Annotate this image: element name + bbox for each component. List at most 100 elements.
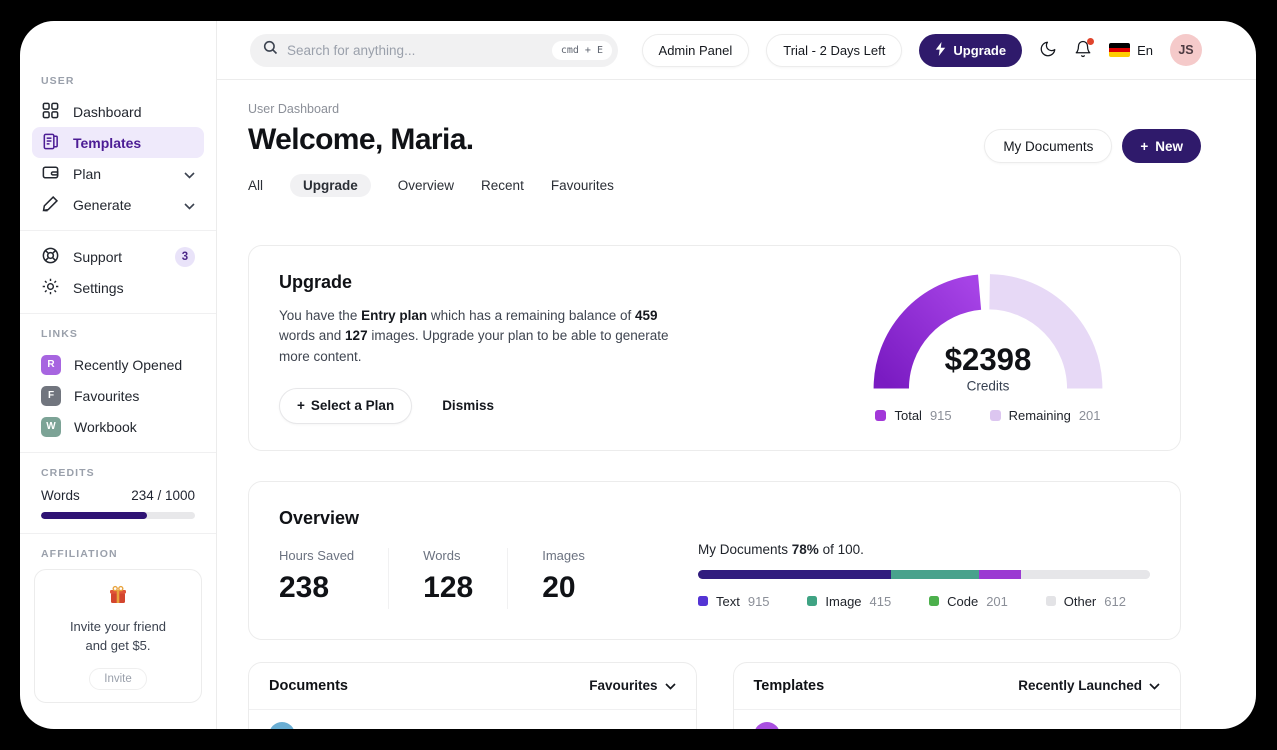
tab-recent[interactable]: Recent xyxy=(481,178,524,193)
tab-all[interactable]: All xyxy=(248,178,264,193)
gauge-label: Credits xyxy=(967,379,1010,394)
gauge-segment-remaining xyxy=(988,274,1103,390)
templates-card: Templates Recently Launched Blog Post Ti… xyxy=(732,661,1181,729)
template-location: in Workbook xyxy=(1088,727,1160,729)
upgrade-button[interactable]: Upgrade xyxy=(919,33,1023,67)
sidebar-item-label: Recently Opened xyxy=(74,356,183,373)
tab-overview[interactable]: Overview xyxy=(397,178,455,193)
link-initial-badge: W xyxy=(41,416,61,437)
bar-segment-text xyxy=(698,569,891,579)
chevron-down-icon xyxy=(184,166,195,182)
sidebar-link-workbook[interactable]: W Workbook xyxy=(32,411,204,442)
pencil-icon xyxy=(41,194,60,216)
keyboard-shortcut-chip: cmd + E xyxy=(551,40,612,60)
sidebar-item-label: Settings xyxy=(73,279,124,296)
user-avatar[interactable]: JS xyxy=(1170,34,1202,66)
sidebar-item-label: Generate xyxy=(73,196,132,213)
sidebar-section-user: USER xyxy=(41,75,75,87)
grid-icon xyxy=(41,101,60,123)
tab-upgrade[interactable]: Upgrade xyxy=(290,174,371,197)
legend-item-code: Code 201 xyxy=(929,594,1008,609)
legend-item-remaining: Remaining 201 xyxy=(989,408,1101,423)
sidebar-item-label: Support xyxy=(73,248,123,265)
wallet-icon xyxy=(41,163,60,185)
document-location: in Workbook xyxy=(603,727,675,729)
documents-filter-dropdown[interactable]: Favourites xyxy=(589,678,676,693)
stat-words: Words 128 xyxy=(423,547,509,609)
credits-gauge-svg: $2398 Credits xyxy=(873,274,1103,394)
sidebar-item-generate[interactable]: Generate xyxy=(32,189,204,220)
sidebar: USER Dashboard Templates Plan Generate S… xyxy=(20,21,217,729)
documents-card-title: Documents xyxy=(269,677,348,694)
app-window: USER Dashboard Templates Plan Generate S… xyxy=(20,21,1256,729)
stat-hours-saved: Hours Saved 238 xyxy=(279,547,390,609)
my-documents-button[interactable]: My Documents xyxy=(984,129,1113,163)
gift-icon xyxy=(107,585,129,610)
overview-card-title: Overview xyxy=(279,507,360,528)
documents-progress-bar xyxy=(698,569,1150,579)
lifebuoy-icon xyxy=(41,246,60,268)
sidebar-item-dashboard[interactable]: Dashboard xyxy=(32,96,204,127)
template-avatar xyxy=(753,721,780,729)
new-button-label: New xyxy=(1155,138,1183,154)
sidebar-divider xyxy=(20,452,216,453)
topbar: cmd + E Admin Panel Trial - 2 Days Left … xyxy=(217,21,1256,80)
sidebar-section-links: LINKS xyxy=(41,328,78,340)
legend-item-other: Other 612 xyxy=(1045,594,1126,609)
legend-swatch xyxy=(875,410,887,421)
notifications-button[interactable] xyxy=(1074,37,1095,61)
plus-icon: + xyxy=(297,398,305,414)
template-title: Blog Post Title xyxy=(793,727,891,729)
templates-filter-dropdown[interactable]: Recently Launched xyxy=(1018,678,1160,693)
sidebar-link-recently-opened[interactable]: R Recently Opened xyxy=(32,349,204,380)
search-input[interactable] xyxy=(287,42,543,58)
divider xyxy=(249,708,696,710)
sidebar-section-credits: CREDITS xyxy=(41,467,95,479)
sidebar-item-plan[interactable]: Plan xyxy=(32,158,204,189)
language-selector[interactable]: En xyxy=(1109,43,1153,58)
document-title: Untitled Document xyxy=(308,727,432,729)
document-list-item[interactable]: Untitled Document in Workbook xyxy=(249,710,696,729)
progress-caption: My Documents 78% of 100. xyxy=(698,541,864,557)
affiliation-text-line1: Invite your friend xyxy=(69,619,167,634)
sidebar-item-settings[interactable]: Settings xyxy=(32,272,204,303)
upgrade-card: Upgrade You have the Entry plan which ha… xyxy=(248,245,1181,451)
notification-dot xyxy=(1087,37,1095,45)
legend-item-total: Total 915 xyxy=(875,408,952,423)
search-icon xyxy=(263,40,278,60)
gear-icon xyxy=(41,277,60,299)
trial-status-button[interactable]: Trial - 2 Days Left xyxy=(766,33,903,67)
sidebar-link-favourites[interactable]: F Favourites xyxy=(32,380,204,411)
sidebar-item-label: Templates xyxy=(73,134,142,151)
select-plan-button[interactable]: + Select a Plan xyxy=(279,387,413,424)
tabs: All Upgrade Overview Recent Favourites xyxy=(248,174,614,197)
credits-gauge: $2398 Credits Total 915 Remaining 201 xyxy=(854,272,1122,424)
words-progress-fill xyxy=(41,512,148,519)
legend-swatch xyxy=(807,596,818,607)
gauge-legend: Total 915 Remaining 201 xyxy=(875,408,1101,423)
plus-icon: + xyxy=(1140,138,1149,154)
upgrade-card-body: You have the Entry plan which has a rema… xyxy=(279,308,669,364)
sidebar-divider xyxy=(20,230,216,231)
documents-progress: My Documents 78% of 100. Text 915 Image xyxy=(698,542,1150,609)
legend-swatch xyxy=(1045,596,1056,607)
invite-button[interactable]: Invite xyxy=(89,667,147,690)
legend-item-image: Image 415 xyxy=(807,594,891,609)
sidebar-item-support[interactable]: Support 3 xyxy=(32,241,204,272)
dismiss-button[interactable]: Dismiss xyxy=(442,398,494,414)
dark-mode-toggle[interactable] xyxy=(1039,40,1057,61)
germany-flag-icon xyxy=(1109,43,1131,57)
admin-panel-button[interactable]: Admin Panel xyxy=(641,33,750,67)
document-avatar xyxy=(269,721,295,729)
search-bar[interactable]: cmd + E xyxy=(250,33,618,67)
sidebar-item-label: Plan xyxy=(73,165,102,182)
sidebar-item-label: Favourites xyxy=(74,387,140,404)
template-list-item[interactable]: Blog Post Title in Workbook xyxy=(734,710,1181,729)
bar-segment-other xyxy=(1020,569,1150,579)
sidebar-divider xyxy=(20,313,216,314)
sidebar-item-templates[interactable]: Templates xyxy=(32,127,204,158)
new-button[interactable]: + New xyxy=(1122,129,1201,163)
chevron-down-icon xyxy=(664,678,676,693)
affiliation-card: Invite your friend and get $5. Invite xyxy=(34,569,202,703)
tab-favourites[interactable]: Favourites xyxy=(550,178,614,193)
